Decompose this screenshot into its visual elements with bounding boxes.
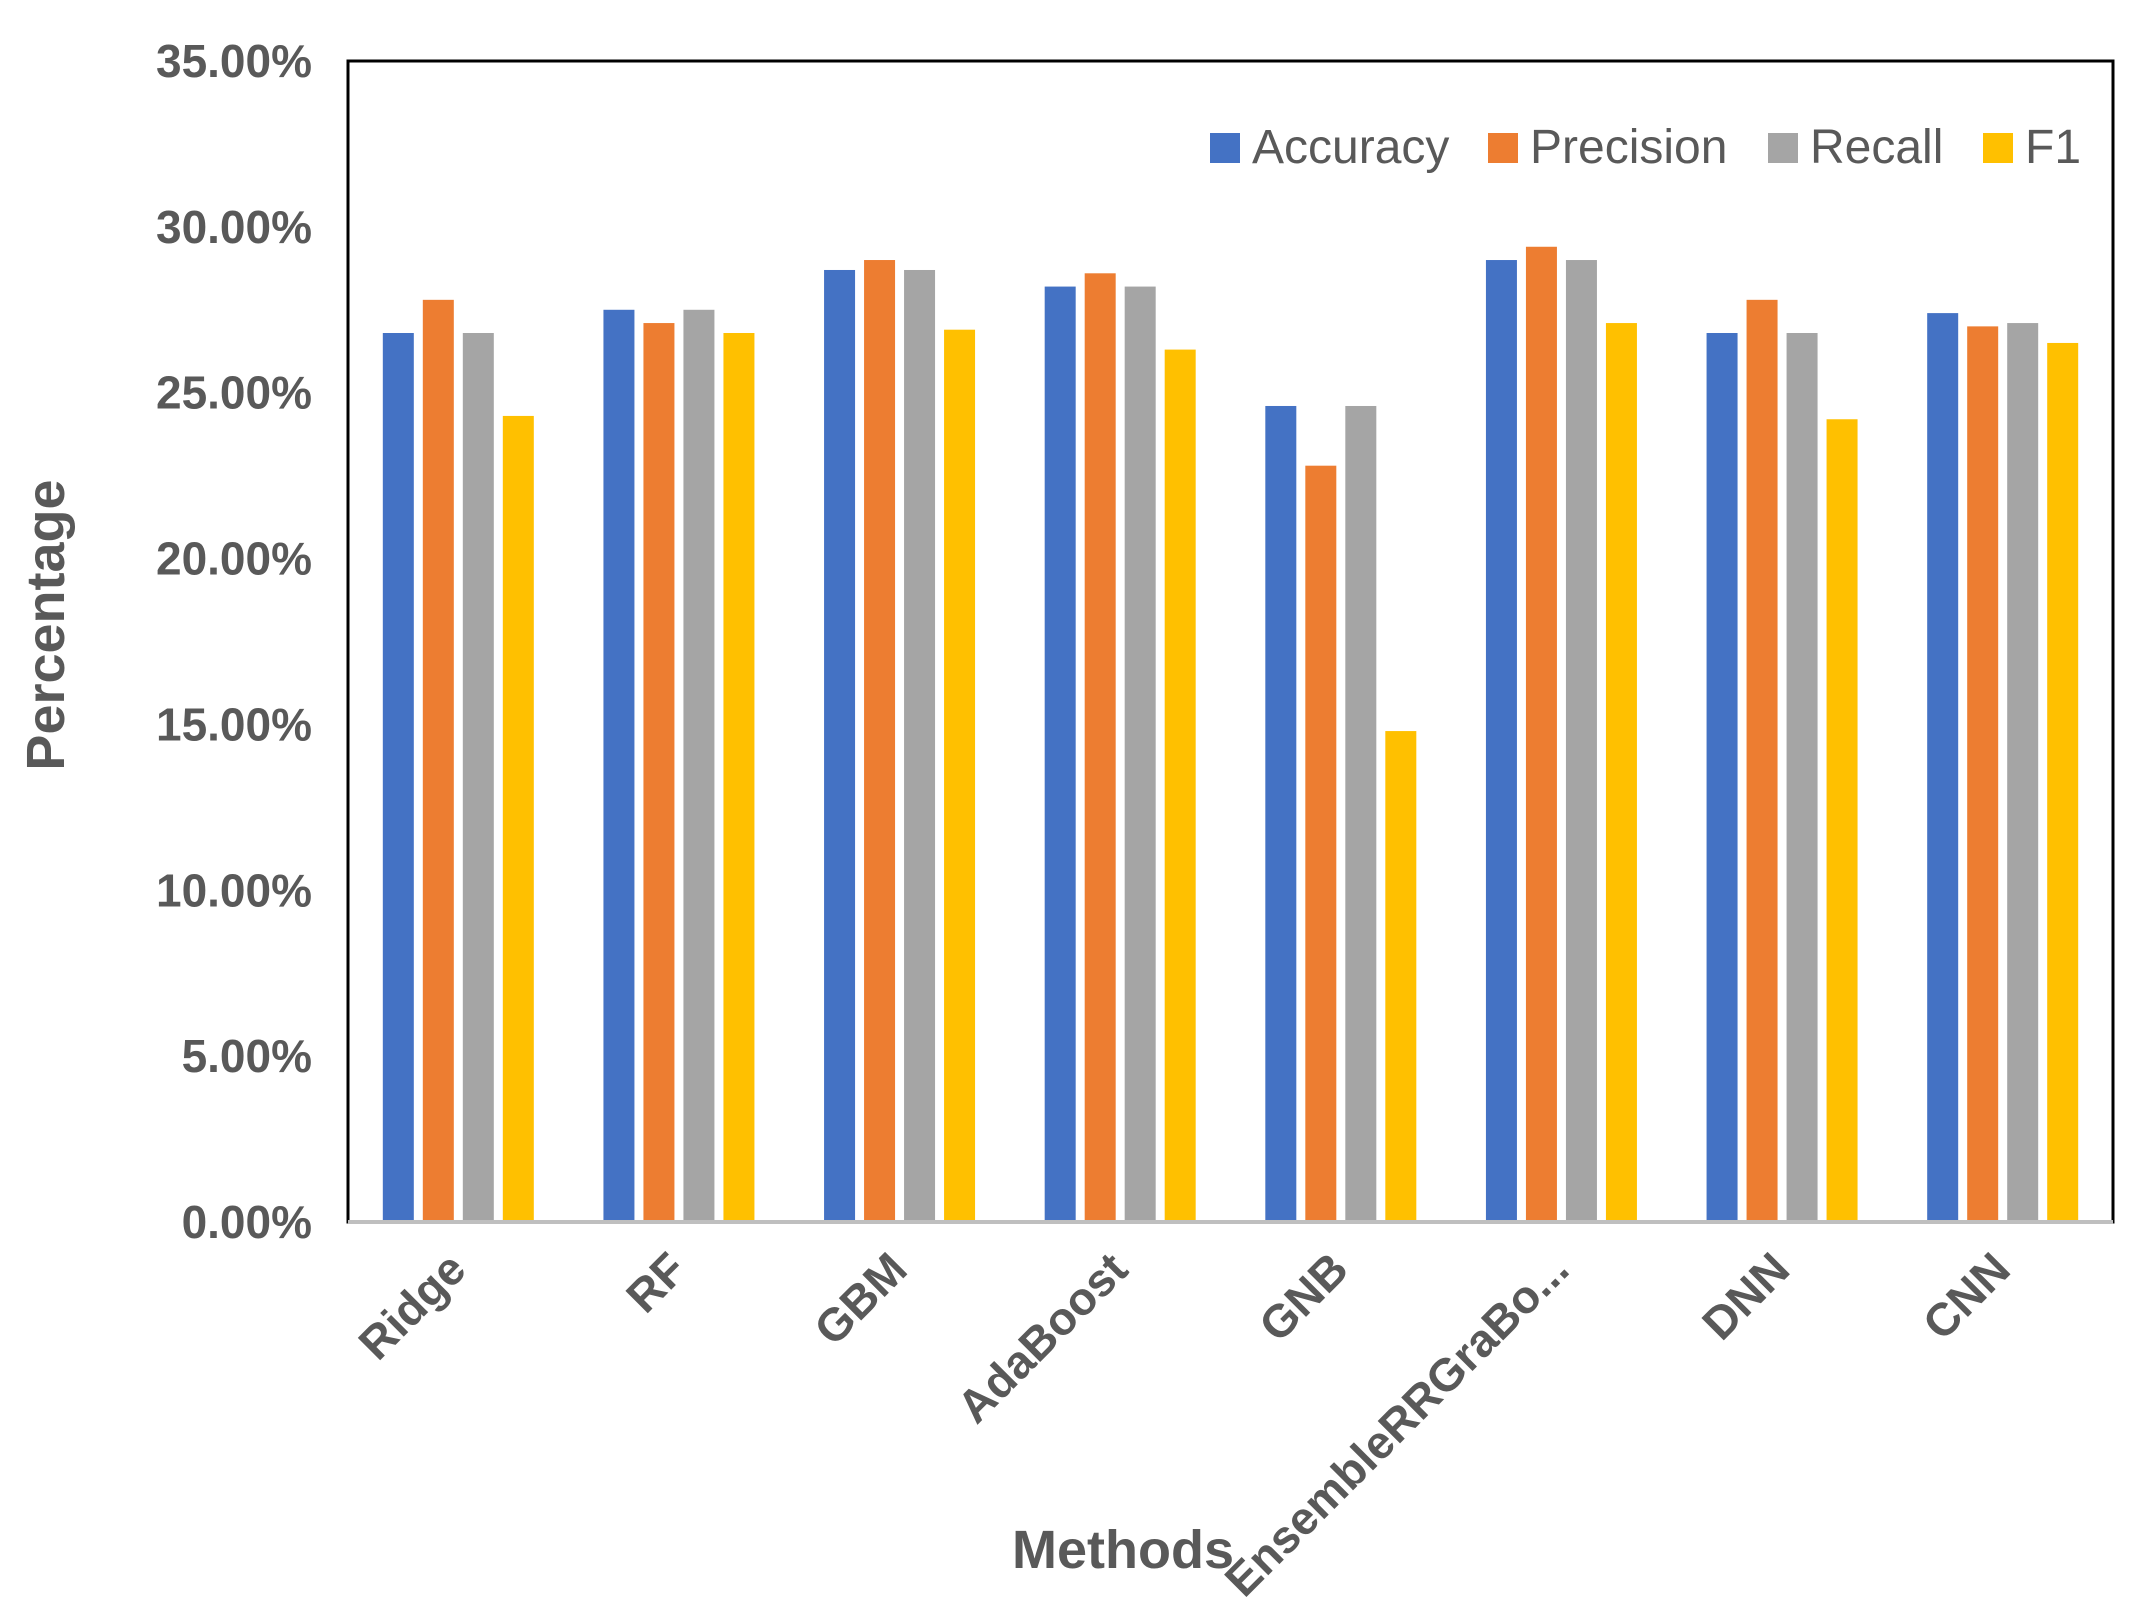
bar-f1-gnb — [1385, 731, 1417, 1222]
y-axis-title: Percentage — [16, 479, 76, 770]
y-tick-label: 0.00% — [182, 1196, 312, 1248]
bar-recall-cnn — [2007, 323, 2039, 1222]
bar-accuracy-cnn — [1927, 313, 1959, 1222]
bar-precision-ensemblerrgrabo — [1525, 246, 1557, 1222]
y-tick-label: 25.00% — [156, 367, 312, 419]
legend-swatch-recall — [1768, 133, 1798, 163]
bar-recall-ridge — [462, 333, 494, 1222]
bar-precision-dnn — [1746, 299, 1778, 1222]
bar-precision-cnn — [1967, 326, 1999, 1222]
bar-precision-rf — [643, 323, 675, 1222]
legend-label-recall: Recall — [1810, 121, 1943, 174]
bar-precision-ridge — [422, 299, 454, 1222]
bar-accuracy-rf — [603, 309, 635, 1222]
bar-accuracy-ensemblerrgrabo — [1485, 260, 1517, 1222]
legend-label-f1: F1 — [2025, 121, 2081, 174]
bar-recall-adaboost — [1124, 286, 1156, 1223]
legend-label-precision: Precision — [1530, 121, 1727, 174]
bar-f1-ensemblerrgrabo — [1605, 323, 1637, 1222]
legend-label-accuracy: Accuracy — [1252, 121, 1449, 174]
bar-accuracy-gbm — [824, 269, 856, 1223]
bar-f1-adaboost — [1164, 349, 1196, 1222]
bar-accuracy-gnb — [1265, 405, 1297, 1222]
bar-recall-gbm — [904, 269, 936, 1223]
y-tick-label: 10.00% — [156, 864, 312, 916]
y-tick-label: 15.00% — [156, 698, 312, 750]
y-tick-label: 30.00% — [156, 201, 312, 253]
y-tick-label: 5.00% — [182, 1030, 312, 1082]
y-tick-label: 35.00% — [156, 35, 312, 87]
bar-f1-dnn — [1826, 419, 1858, 1222]
y-axis-ticks: 0.00% 5.00% 10.00% 15.00% 20.00% 25.00% 30.00%… — [156, 35, 312, 1248]
legend-swatch-f1 — [1983, 133, 2013, 163]
y-tick-label: 20.00% — [156, 533, 312, 585]
legend-swatch-precision — [1488, 133, 1518, 163]
bar-f1-cnn — [2047, 342, 2079, 1222]
bar-precision-adaboost — [1084, 273, 1116, 1223]
bar-recall-gnb — [1345, 405, 1377, 1222]
legend: Accuracy Precision Recall F1 — [1210, 121, 2081, 174]
bar-recall-ensemblerrgrabo — [1565, 260, 1597, 1222]
bar-f1-rf — [723, 333, 755, 1222]
bar-recall-rf — [683, 309, 715, 1222]
bar-precision-gnb — [1305, 465, 1337, 1223]
x-axis-title: Methods — [1012, 1520, 1234, 1580]
bars-layer — [382, 246, 2079, 1223]
bar-recall-dnn — [1786, 333, 1818, 1222]
bar-f1-ridge — [502, 415, 534, 1222]
bar-accuracy-dnn — [1706, 333, 1738, 1222]
bar-f1-gbm — [944, 329, 976, 1222]
bar-precision-gbm — [864, 260, 896, 1222]
bar-accuracy-adaboost — [1044, 286, 1076, 1223]
legend-swatch-accuracy — [1210, 133, 1240, 163]
bar-accuracy-ridge — [382, 333, 414, 1222]
